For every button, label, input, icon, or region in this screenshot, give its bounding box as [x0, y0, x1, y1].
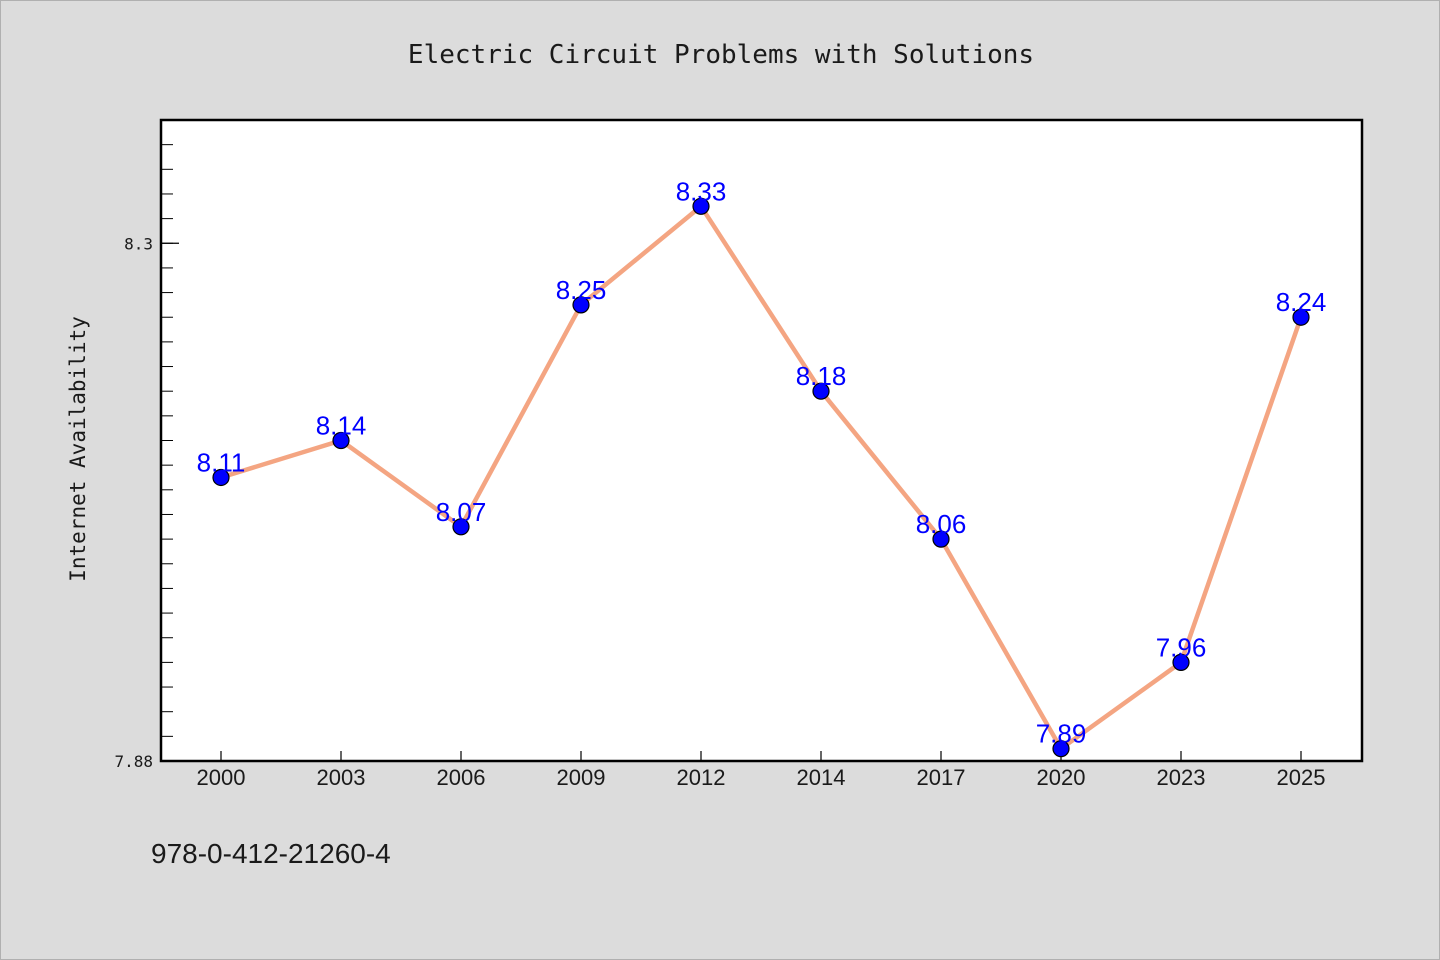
data-label: 8.11 — [197, 447, 246, 477]
x-tick-label: 2020 — [1037, 765, 1086, 790]
data-label: 7.89 — [1036, 719, 1087, 749]
x-tick-label: 2012 — [677, 765, 726, 790]
x-tick-label: 2023 — [1157, 765, 1206, 790]
data-label: 8.25 — [556, 275, 607, 305]
data-point — [1172, 653, 1190, 671]
x-tick-label: 2003 — [317, 765, 366, 790]
y-axis-ticks: 7.88 8.3 — [114, 119, 179, 771]
data-label: 8.24 — [1276, 287, 1327, 317]
y-axis-label: Internet Availability — [66, 316, 90, 582]
data-point — [1292, 308, 1310, 326]
data-label: 8.18 — [796, 361, 847, 391]
plot-area — [159, 118, 1364, 763]
data-point — [932, 530, 950, 548]
x-tick-label: 2006 — [437, 765, 486, 790]
y-tick-label: 8.3 — [124, 234, 153, 253]
x-tick-label: 2000 — [197, 765, 246, 790]
data-point — [572, 296, 590, 314]
data-labels: 8.11 8.14 8.07 8.25 8.33 8.18 8.06 7.89 7.96 8.24 — [197, 176, 1327, 748]
x-tick-label: 2017 — [917, 765, 966, 790]
y-tick-label: 7.88 — [114, 752, 153, 771]
data-label: 8.33 — [676, 176, 727, 206]
data-label: 8.07 — [436, 497, 487, 527]
x-tick-label: 2025 — [1277, 765, 1326, 790]
data-label: 8.14 — [316, 411, 367, 441]
data-point — [212, 468, 230, 487]
data-point — [332, 431, 350, 450]
data-label: 7.96 — [1156, 632, 1207, 662]
data-point — [812, 382, 830, 400]
x-tick-label: 2014 — [797, 765, 846, 790]
x-axis-ticks: 2000 2003 2006 2009 2012 2014 2017 2020 2023 2025 — [197, 751, 1326, 790]
data-point — [1052, 740, 1070, 758]
data-point — [452, 518, 470, 536]
data-label: 8.06 — [916, 509, 967, 539]
data-point — [692, 197, 710, 215]
chart-title: Electric Circuit Problems with Solutions — [408, 40, 1034, 70]
x-tick-label: 2009 — [557, 765, 606, 790]
series-layer — [212, 197, 1310, 758]
isbn-text: 978-0-412-21260-4 — [151, 838, 391, 869]
series-line — [220, 204, 1304, 751]
